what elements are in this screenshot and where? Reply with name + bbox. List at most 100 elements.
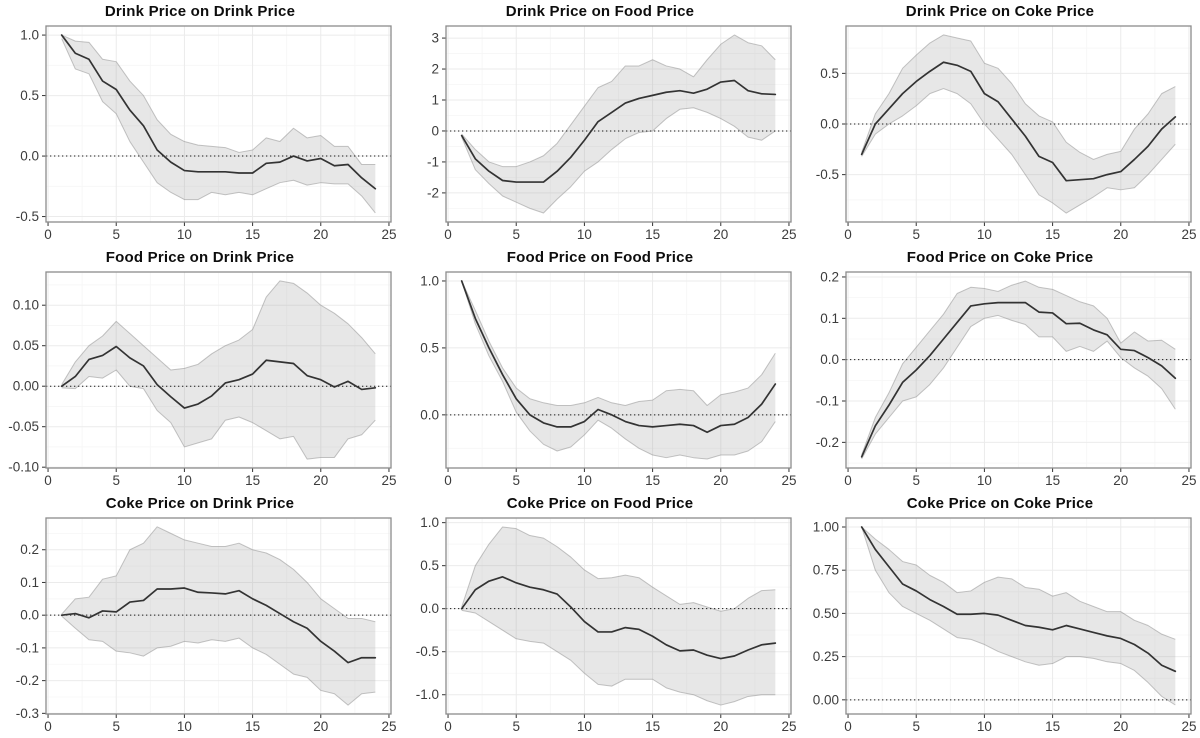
svg-text:-0.2: -0.2 (16, 673, 39, 688)
svg-text:1: 1 (431, 93, 439, 108)
svg-text:0.75: 0.75 (813, 563, 839, 578)
svg-text:20: 20 (1113, 719, 1128, 734)
svg-text:0.2: 0.2 (820, 269, 839, 284)
svg-text:1.0: 1.0 (20, 28, 39, 43)
svg-text:0.0: 0.0 (820, 117, 839, 132)
panel-title: Drink Price on Coke Price (905, 3, 1095, 20)
svg-text:-0.2: -0.2 (816, 435, 839, 450)
svg-text:5: 5 (112, 227, 120, 242)
svg-text:1.0: 1.0 (420, 273, 439, 288)
svg-text:15: 15 (245, 473, 260, 488)
irf-plot-svg: 0 5 10 15 20 25 0.10 0.05 0.00 -0.05 -0.10 (8, 271, 396, 488)
svg-text:20: 20 (1113, 227, 1128, 242)
svg-text:0.5: 0.5 (20, 88, 39, 103)
svg-text:0.50: 0.50 (813, 606, 839, 621)
panel-title: Coke Price on Coke Price (906, 495, 1094, 512)
svg-text:0: 0 (444, 719, 452, 734)
svg-text:5: 5 (112, 719, 120, 734)
irf-panel-food-on-drink: Food Price on Drink Price 0 5 10 15 20 25 0.10… (0, 246, 400, 492)
svg-text:20: 20 (713, 227, 728, 242)
svg-text:0.0: 0.0 (20, 149, 39, 164)
svg-text:0: 0 (44, 473, 52, 488)
svg-text:25: 25 (381, 473, 396, 488)
panel-title: Coke Price on Drink Price (105, 495, 295, 512)
svg-text:15: 15 (245, 719, 260, 734)
svg-text:20: 20 (1113, 473, 1128, 488)
irf-plot-svg: 0 5 10 15 20 25 0.5 0.0 -0.5 (816, 25, 1196, 242)
svg-text:5: 5 (912, 719, 920, 734)
svg-text:0.1: 0.1 (820, 311, 839, 326)
svg-text:15: 15 (1045, 227, 1060, 242)
svg-text:20: 20 (313, 719, 328, 734)
irf-panel-coke-on-drink: Coke Price on Drink Price 0 5 10 15 20 25 0.2 0… (0, 492, 400, 738)
svg-text:0.5: 0.5 (420, 340, 439, 355)
svg-text:0.2: 0.2 (20, 542, 39, 557)
svg-text:1.00: 1.00 (813, 519, 839, 534)
svg-text:-0.5: -0.5 (16, 209, 39, 224)
svg-text:25: 25 (381, 719, 396, 734)
svg-text:0.5: 0.5 (420, 558, 439, 573)
svg-text:20: 20 (313, 473, 328, 488)
panel-title: Food Price on Food Price (506, 249, 694, 266)
irf-plot-svg: 0 5 10 15 20 25 1.0 0.5 0.0 -0.5 -1.0 (416, 515, 797, 734)
svg-text:10: 10 (577, 473, 592, 488)
svg-text:10: 10 (177, 719, 192, 734)
svg-text:0.00: 0.00 (13, 379, 39, 394)
svg-text:0.05: 0.05 (13, 338, 39, 353)
irf-plot-svg: 0 5 10 15 20 25 0.2 0.1 0.0 -0.1 -0.2 (816, 269, 1197, 488)
svg-text:0.5: 0.5 (820, 66, 839, 81)
svg-text:0: 0 (44, 227, 52, 242)
irf-plot-svg: 0 5 10 15 20 25 1.0 0.5 0.0 -0.5 (16, 25, 396, 242)
svg-text:1.0: 1.0 (420, 515, 439, 530)
irf-panel-drink-on-food: Drink Price on Food Price 0 5 10 15 20 25 3 2 1 0… (400, 0, 800, 246)
svg-text:5: 5 (112, 473, 120, 488)
svg-text:0.1: 0.1 (20, 575, 39, 590)
svg-text:-0.3: -0.3 (16, 706, 39, 721)
svg-text:10: 10 (577, 719, 592, 734)
irf-plot-svg: 0 5 10 15 20 25 1.00 0.75 0.50 0.25 0.00 (813, 517, 1196, 734)
svg-text:-0.5: -0.5 (816, 167, 839, 182)
svg-text:10: 10 (177, 227, 192, 242)
svg-text:0.10: 0.10 (13, 298, 39, 313)
svg-text:0: 0 (844, 227, 852, 242)
svg-text:10: 10 (977, 719, 992, 734)
svg-text:10: 10 (977, 473, 992, 488)
svg-text:20: 20 (713, 473, 728, 488)
svg-text:-0.1: -0.1 (816, 394, 839, 409)
svg-text:25: 25 (1181, 719, 1196, 734)
svg-text:10: 10 (977, 227, 992, 242)
svg-text:5: 5 (912, 227, 920, 242)
svg-text:0: 0 (444, 473, 452, 488)
svg-text:0: 0 (844, 473, 852, 488)
svg-text:0.0: 0.0 (420, 601, 439, 616)
panel-title: Drink Price on Food Price (505, 3, 695, 20)
irf-plot-svg: 0 5 10 15 20 25 0.2 0.1 0.0 -0.1 -0.2 -0.3 (16, 517, 396, 734)
svg-text:-0.1: -0.1 (16, 640, 39, 655)
svg-text:-1: -1 (427, 154, 439, 169)
irf-panel-food-on-food: Food Price on Food Price 0 5 10 15 20 25 1.0 0.… (400, 246, 800, 492)
svg-text:5: 5 (512, 719, 520, 734)
svg-text:0: 0 (44, 719, 52, 734)
svg-text:0: 0 (431, 123, 439, 138)
irf-panel-coke-on-food: Coke Price on Food Price 0 5 10 15 20 25 1.0 0.… (400, 492, 800, 738)
svg-text:0: 0 (444, 227, 452, 242)
svg-text:0.0: 0.0 (20, 608, 39, 623)
svg-text:0.25: 0.25 (813, 649, 839, 664)
svg-text:0: 0 (844, 719, 852, 734)
irf-panel-coke-on-coke: Coke Price on Coke Price 0 5 10 15 20 25 1.00 0… (800, 492, 1200, 738)
svg-text:5: 5 (912, 473, 920, 488)
svg-text:0.0: 0.0 (820, 352, 839, 367)
svg-text:3: 3 (431, 31, 439, 46)
panel-title: Coke Price on Food Price (506, 495, 694, 512)
panel-title: Drink Price on Drink Price (104, 3, 296, 20)
svg-text:15: 15 (645, 473, 660, 488)
svg-text:-2: -2 (427, 185, 439, 200)
svg-text:0.00: 0.00 (813, 692, 839, 707)
svg-text:25: 25 (1181, 473, 1196, 488)
svg-text:25: 25 (1181, 227, 1196, 242)
svg-text:25: 25 (781, 473, 796, 488)
svg-text:20: 20 (313, 227, 328, 242)
svg-text:5: 5 (512, 227, 520, 242)
svg-text:15: 15 (1045, 719, 1060, 734)
